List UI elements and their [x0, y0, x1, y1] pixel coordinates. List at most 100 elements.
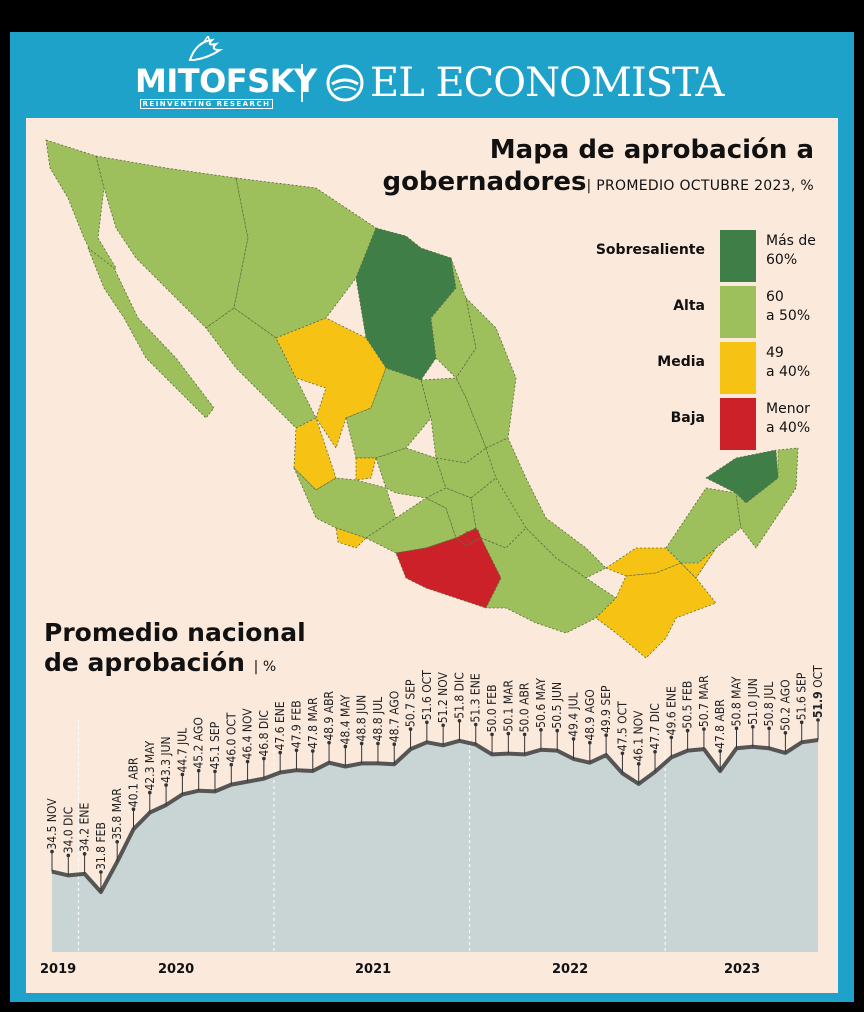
- data-label-value: 50.8: [762, 702, 776, 726]
- data-label-month: DIC: [257, 710, 271, 732]
- legend-item: Baja Menor a 40%: [600, 398, 820, 450]
- data-point: [359, 741, 364, 746]
- data-label: 34.2 ENE: [78, 802, 92, 851]
- chart-title: Promedio nacional de aprobación | %: [44, 618, 306, 682]
- map-title-line2-text: gobernadores: [382, 167, 587, 197]
- data-label: 50.8 JUL: [762, 682, 776, 727]
- data-point: [131, 807, 136, 812]
- data-label: 48.9 ABR: [322, 690, 336, 740]
- data-label: 47.8 ABR: [713, 699, 727, 749]
- data-label: 47.9 FEB: [289, 700, 303, 748]
- data-point: [229, 762, 234, 767]
- data-label: 50.0 FEB: [485, 684, 499, 732]
- data-label-value: 50.0: [485, 708, 499, 732]
- state-guanajuato: [375, 447, 447, 499]
- legend-swatch: [720, 286, 756, 338]
- data-point: [767, 726, 771, 731]
- data-label-month: NOV: [632, 710, 646, 738]
- data-label: 48.9 AGO: [583, 689, 597, 741]
- data-label-month: NOV: [436, 671, 450, 699]
- data-label: 51.0 JUN: [746, 678, 760, 725]
- data-point: [620, 751, 625, 756]
- data-label: 43.3 JUN: [159, 736, 173, 783]
- data-label-value: 50.5: [681, 705, 695, 729]
- data-point: [213, 769, 217, 774]
- data-point: [522, 732, 527, 737]
- data-label-value: 31.8: [94, 846, 108, 870]
- legend-swatch: [720, 230, 756, 282]
- data-label-month: SEP: [404, 679, 418, 703]
- data-label-value: 46.4: [241, 735, 255, 759]
- state-chiapas: [595, 562, 717, 659]
- data-label-value: 34.5: [45, 826, 59, 850]
- chart-title-line1: Promedio nacional: [44, 618, 306, 647]
- data-label-month: JUL: [567, 692, 581, 713]
- data-label-month: FEB: [485, 684, 499, 708]
- data-label-month: NOV: [241, 708, 255, 736]
- economista-logo: EL ECONOMISTA: [370, 60, 724, 106]
- data-label-month: ABR: [322, 690, 336, 716]
- data-label-value: 51.9: [811, 691, 825, 718]
- data-label: 50.7 MAR: [697, 675, 711, 727]
- chart-title-sep: |: [253, 659, 263, 675]
- legend-swatch: [720, 398, 756, 450]
- data-point: [66, 853, 71, 858]
- data-point: [555, 728, 560, 733]
- data-label-value: 47.8: [306, 725, 320, 749]
- data-label-month: SEP: [795, 672, 809, 696]
- data-point: [425, 720, 429, 725]
- data-label-month: SEP: [208, 721, 222, 745]
- data-label: 50.2 AGO: [778, 679, 792, 731]
- data-label: 34.5 NOV: [45, 798, 59, 850]
- data-label: 50.5 JUN: [550, 682, 564, 729]
- data-label: 44.7 JUL: [175, 728, 189, 773]
- data-label-month: OCT: [420, 670, 434, 696]
- state-baja-california-sur: [87, 247, 215, 419]
- legend-range: 49 a 40%: [766, 345, 811, 380]
- data-label-month: OCT: [224, 712, 238, 738]
- legend-range: Menor a 40%: [766, 401, 811, 436]
- map-title: Mapa de aprobación a gobernadores| PROME…: [382, 134, 814, 202]
- data-label-month: NOV: [45, 798, 59, 826]
- data-point: [164, 783, 168, 787]
- data-label: 48.7 AGO: [387, 691, 401, 743]
- data-label-value: 49.9: [599, 709, 613, 733]
- data-label-month: JUN: [550, 682, 564, 705]
- data-label-month: DIC: [452, 672, 466, 694]
- legend-label: Sobresaliente: [595, 242, 705, 258]
- data-point: [99, 870, 103, 874]
- data-label-value: 50.2: [778, 707, 792, 731]
- data-label-value: 48.4: [338, 720, 352, 744]
- data-label: 50.8 MAY: [730, 676, 744, 726]
- data-label: 40.1 ABR: [126, 757, 140, 807]
- chart-title-line2: de aprobación | %: [44, 648, 306, 682]
- data-label-value: 50.0: [518, 708, 532, 732]
- legend-range: Más de 60%: [766, 233, 816, 268]
- mexico-map: [45, 139, 799, 659]
- data-point: [147, 790, 152, 795]
- data-label-month: AGO: [778, 679, 792, 706]
- data-point: [783, 731, 788, 735]
- data-label-month: AGO: [192, 717, 206, 744]
- state-colima: [335, 527, 367, 549]
- data-label-value: 45.1: [208, 745, 222, 769]
- data-label-month: OCT: [811, 665, 825, 691]
- data-point: [816, 718, 820, 722]
- data-label: 51.2 NOV: [436, 671, 450, 723]
- data-label-value: 34.2: [78, 828, 92, 852]
- data-point: [588, 740, 592, 745]
- data-label-value: 51.0: [746, 701, 760, 725]
- data-label-month: JUN: [159, 736, 173, 759]
- data-label: 48.4 MAY: [338, 694, 352, 744]
- data-label: 42.3 MAY: [143, 740, 157, 790]
- state-campeche-south: [680, 547, 717, 579]
- data-label-value: 50.6: [534, 704, 548, 728]
- data-label-month: SEP: [599, 685, 613, 709]
- data-label: 45.2 AGO: [192, 717, 206, 769]
- data-point: [343, 744, 348, 749]
- data-label: 50.5 FEB: [681, 681, 695, 729]
- year-label: 2020: [158, 962, 195, 977]
- data-label: 31.8 FEB: [94, 822, 108, 870]
- data-label-month: ABR: [713, 699, 727, 725]
- data-label-value: 42.3: [143, 767, 157, 791]
